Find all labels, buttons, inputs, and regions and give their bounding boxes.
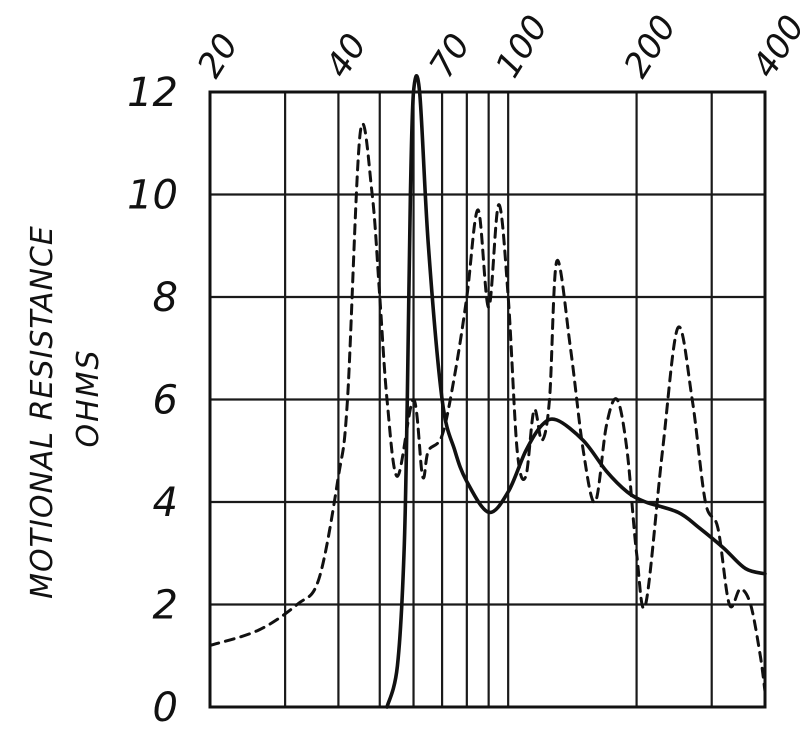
x-tick-label: 40 [318,27,375,85]
y-axis-units: OHMS [71,348,106,447]
y-tick-label: 2 [153,583,178,629]
x-tick-label: 70 [422,27,479,85]
x-tick-label: 200 [616,9,684,85]
x-tick-label: 400 [745,9,800,85]
grid [210,92,765,707]
y-tick-label: 6 [153,378,178,424]
x-tick-labels: 20 40 70 100 200 400 [190,9,800,85]
plot-frame [208,90,767,709]
y-tick-label: 4 [153,480,178,526]
series-solid-line [385,74,767,709]
x-tick-label: 100 [488,9,556,85]
y-tick-label: 10 [127,173,178,219]
y-tick-labels: 0 2 4 6 8 10 12 [127,70,178,731]
x-tick-label: 20 [190,27,247,85]
series-dashed-line [208,122,767,694]
series-layer [208,74,767,709]
y-axis-title: MOTIONAL RESISTANCE [25,225,60,599]
y-tick-label: 8 [153,275,178,321]
y-tick-label: 0 [153,685,178,731]
y-tick-label: 12 [127,70,178,116]
